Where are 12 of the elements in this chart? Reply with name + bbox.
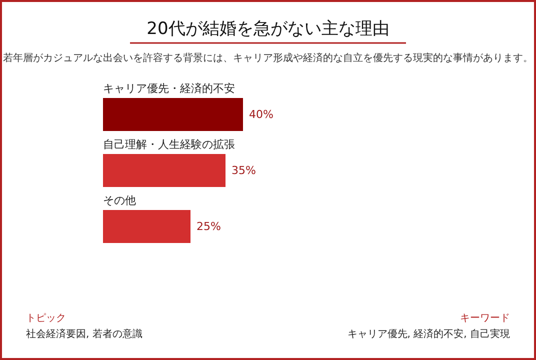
text: キャリア優先, 経済的不安, 自己実現 (347, 328, 510, 340)
y-tick-label: 自己理解・人生経験の拡張 (103, 138, 235, 151)
data-label: 35% (232, 164, 256, 177)
chart-title: 20代が結婚を急がない主な理由 (146, 19, 390, 39)
text: トピック (26, 313, 66, 324)
y-tick-label: キャリア優先・経済的不安 (103, 82, 235, 95)
data-label: 40% (249, 108, 274, 121)
text: 若年層がカジュアルな出会いを許容する背景には、キャリア形成や経済的な自立を優先する現実的な事情があります。 (3, 52, 533, 64)
text: 社会経済要因, 若者の意識 (26, 328, 142, 340)
data-label: 25% (196, 220, 221, 233)
text: キーワード (460, 313, 510, 324)
y-tick-label: その他 (103, 194, 136, 207)
